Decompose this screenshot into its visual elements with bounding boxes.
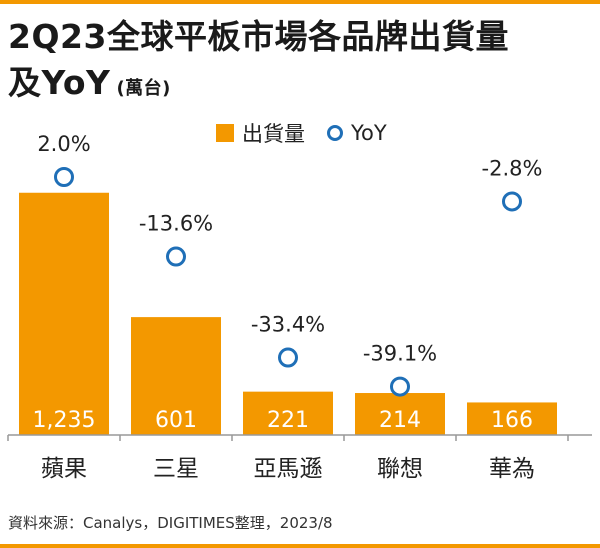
category-label-3: 聯想 xyxy=(377,456,423,482)
chart-legend: 出貨量 YoY xyxy=(216,118,387,148)
yoy-marker-1 xyxy=(166,246,186,267)
yoy-label-1: -13.6% xyxy=(139,212,213,236)
yoy-label-2: -33.4% xyxy=(251,313,325,337)
chart-title: 2Q23全球平板市場各品牌出貨量 及YoY (萬台) xyxy=(8,14,598,112)
category-label-4: 華為 xyxy=(489,456,535,482)
top-accent-rule xyxy=(0,0,600,4)
bar-3 xyxy=(355,393,445,435)
title-line-1: 2Q23全球平板市場各品牌出貨量 xyxy=(8,17,509,56)
bar-0 xyxy=(19,192,109,435)
legend-yoy-label: YoY xyxy=(351,121,387,145)
yoy-marker-3 xyxy=(390,376,410,397)
bar-value-label-2: 221 xyxy=(267,408,309,433)
yoy-marker-2 xyxy=(278,347,298,368)
category-label-1: 三星 xyxy=(153,456,199,482)
bar-1 xyxy=(131,317,221,435)
source-note: 資料來源：Canalys，DIGITIMES整理，2023/8 xyxy=(8,514,333,532)
bottom-accent-rule xyxy=(0,544,600,548)
yoy-label-3: -39.1% xyxy=(363,342,437,366)
legend-shipments-swatch xyxy=(216,124,234,142)
yoy-marker-0 xyxy=(54,167,74,187)
title-line-2-text: 及YoY xyxy=(8,63,111,102)
bar-value-label-4: 166 xyxy=(491,408,533,433)
bar-value-label-3: 214 xyxy=(379,408,421,433)
bar-4 xyxy=(467,402,557,435)
bar-2 xyxy=(243,391,333,435)
legend-yoy-marker xyxy=(327,125,343,141)
category-label-2: 亞馬遜 xyxy=(254,456,323,482)
yoy-label-0: 2.0% xyxy=(37,132,90,156)
bar-value-label-1: 601 xyxy=(155,408,197,433)
legend-shipments-label: 出貨量 xyxy=(242,122,305,146)
title-unit: (萬台) xyxy=(116,78,171,99)
category-label-0: 蘋果 xyxy=(41,456,87,482)
yoy-marker-4 xyxy=(502,191,522,212)
title-line-2: 及YoY (萬台) xyxy=(8,60,598,112)
yoy-label-4: -2.8% xyxy=(482,156,543,180)
bar-value-label-0: 1,235 xyxy=(33,408,96,433)
